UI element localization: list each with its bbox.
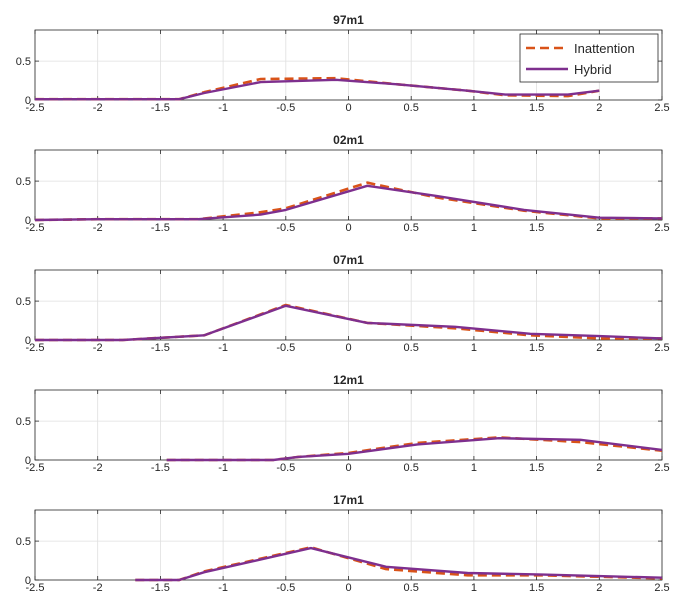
x-tick-label: -0.5 (276, 462, 295, 474)
x-tick-label: 0 (345, 462, 351, 474)
x-tick-label: 2 (596, 342, 602, 354)
x-tick-label: -2.5 (26, 222, 45, 234)
x-tick-label: -2 (93, 342, 103, 354)
x-tick-label: 2 (596, 222, 602, 234)
x-tick-label: -1.5 (151, 102, 170, 114)
x-tick-label: 1 (471, 102, 477, 114)
x-tick-label: 0.5 (404, 342, 419, 354)
panel-2: -2.5 -2 -1.5 -1 -0.5 0 0.5 1 1.5 2 2.5 0 0.5 02m1 (16, 133, 670, 234)
x-tick-label: 2.5 (654, 102, 669, 114)
x-tick-label: 2 (596, 582, 602, 594)
x-tick-label: -1 (218, 222, 228, 234)
panel-title: 12m1 (333, 373, 364, 387)
y-tick-label: 0 (25, 335, 31, 347)
x-tick-label: -1 (218, 342, 228, 354)
x-tick-label: -1.5 (151, 222, 170, 234)
x-tick-label: 0.5 (404, 102, 419, 114)
x-tick-label: 2.5 (654, 342, 669, 354)
x-tick-label: 2 (596, 462, 602, 474)
panel-title: 17m1 (333, 493, 364, 507)
panel-5: -2.5 -2 -1.5 -1 -0.5 0 0.5 1 1.5 2 2.5 0 0.5 17m1 (16, 493, 670, 594)
legend-label-hybrid: Hybrid (574, 62, 612, 77)
x-tick-label: 2.5 (654, 222, 669, 234)
x-tick-label: 1.5 (529, 102, 544, 114)
x-tick-label: -2 (93, 222, 103, 234)
x-tick-label: 1 (471, 342, 477, 354)
series-line-hybrid (166, 437, 663, 462)
x-tick-label: -1 (218, 462, 228, 474)
x-tick-label: 0.5 (404, 462, 419, 474)
x-tick-label: 0.5 (404, 222, 419, 234)
x-tick-label: -2 (93, 462, 103, 474)
x-tick-label: 1.5 (529, 342, 544, 354)
x-tick-label: -1.5 (151, 582, 170, 594)
x-tick-label: -0.5 (276, 582, 295, 594)
x-tick-label: -2.5 (26, 102, 45, 114)
x-tick-label: 1.5 (529, 582, 544, 594)
x-tick-label: 2.5 (654, 462, 669, 474)
legend-box (519, 33, 659, 83)
x-tick-label: 1.5 (529, 222, 544, 234)
y-tick-label: 0.5 (16, 56, 31, 68)
x-tick-label: -2.5 (26, 582, 45, 594)
panel-title: 97m1 (333, 13, 364, 27)
x-tick-label: 1.5 (529, 462, 544, 474)
panel-title: 07m1 (333, 253, 364, 267)
series-line-hybrid (34, 184, 663, 222)
series-line-hybrid (35, 304, 663, 342)
x-tick-label: 1 (471, 582, 477, 594)
y-tick-label: 0 (25, 95, 31, 107)
y-tick-label: 0.5 (16, 176, 31, 188)
x-tick-label: -1.5 (151, 462, 170, 474)
y-tick-label: 0 (25, 455, 31, 467)
panel-4: -2.5 -2 -1.5 -1 -0.5 0 0.5 1 1.5 2 2.5 0 0.5 12m1 (16, 373, 670, 474)
panel-3: -2.5 -2 -1.5 -1 -0.5 0 0.5 1 1.5 2 2.5 0 0.5 07m1 (16, 253, 670, 354)
x-tick-label: -0.5 (276, 342, 295, 354)
x-tick-label: 0 (345, 582, 351, 594)
y-tick-label: 0 (25, 215, 31, 227)
x-tick-label: 0 (345, 102, 351, 114)
x-tick-label: -2 (93, 102, 103, 114)
x-tick-label: 1 (471, 222, 477, 234)
y-tick-label: 0 (25, 575, 31, 587)
x-tick-label: 0 (345, 222, 351, 234)
x-tick-label: -2.5 (26, 462, 45, 474)
y-tick-label: 0.5 (16, 296, 31, 308)
panel-title: 02m1 (333, 133, 364, 147)
x-tick-label: -1.5 (151, 342, 170, 354)
legend: Inattention Hybrid (519, 33, 659, 83)
x-tick-label: -1 (218, 582, 228, 594)
panel-1: -2.5 -2 -1.5 -1 -0.5 0 0.5 1 1.5 2 2.5 0 0.5 97m1 Inat… (16, 13, 670, 114)
y-tick-label: 0.5 (16, 536, 31, 548)
x-tick-label: 2 (596, 102, 602, 114)
legend-label-inattention: Inattention (574, 41, 635, 56)
series-line-hybrid (35, 78, 600, 101)
x-tick-label: 0 (345, 342, 351, 354)
x-tick-label: -1 (218, 102, 228, 114)
x-tick-label: 2.5 (654, 582, 669, 594)
x-tick-label: -2 (93, 582, 103, 594)
y-tick-label: 0.5 (16, 416, 31, 428)
series-line-hybrid (135, 546, 663, 582)
x-tick-label: 1 (471, 462, 477, 474)
x-tick-label: -2.5 (26, 342, 45, 354)
x-tick-label: 0.5 (404, 582, 419, 594)
x-tick-label: -0.5 (276, 102, 295, 114)
x-tick-label: -0.5 (276, 222, 295, 234)
